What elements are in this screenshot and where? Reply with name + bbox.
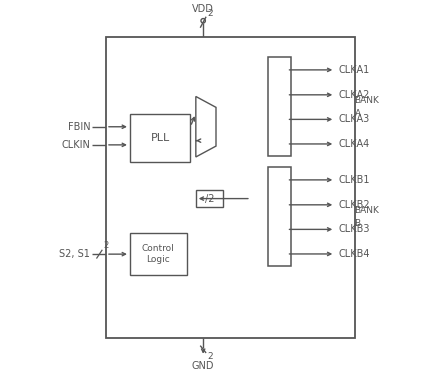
Text: FBIN: FBIN: [67, 122, 90, 132]
Text: CLKB1: CLKB1: [339, 175, 370, 185]
Text: VDD: VDD: [192, 4, 214, 14]
Text: CLKA4: CLKA4: [339, 139, 370, 149]
Bar: [268, 167, 291, 267]
Bar: [268, 57, 291, 156]
Text: CLKA1: CLKA1: [339, 65, 370, 75]
Text: BANK: BANK: [355, 96, 379, 105]
Text: CLKIN: CLKIN: [61, 140, 90, 150]
Text: CLKA3: CLKA3: [339, 114, 370, 124]
Text: CLKB2: CLKB2: [339, 200, 371, 210]
Text: GND: GND: [192, 362, 214, 371]
Text: Control
Logic: Control Logic: [142, 244, 175, 264]
Text: CLKB3: CLKB3: [339, 224, 370, 234]
Bar: [196, 190, 223, 207]
Text: PLL: PLL: [150, 133, 170, 143]
Text: 2: 2: [207, 352, 213, 361]
Text: CLKB4: CLKB4: [339, 249, 370, 259]
Text: B: B: [355, 219, 361, 228]
Text: BANK: BANK: [355, 206, 379, 215]
Text: A: A: [355, 109, 361, 118]
Text: /2: /2: [205, 193, 214, 204]
Bar: [130, 114, 191, 162]
Text: 2: 2: [207, 9, 213, 18]
Text: CLKA2: CLKA2: [339, 90, 370, 100]
Bar: [106, 37, 356, 337]
Bar: [130, 233, 187, 275]
Text: 2: 2: [103, 241, 108, 250]
Text: S2, S1: S2, S1: [59, 249, 90, 259]
